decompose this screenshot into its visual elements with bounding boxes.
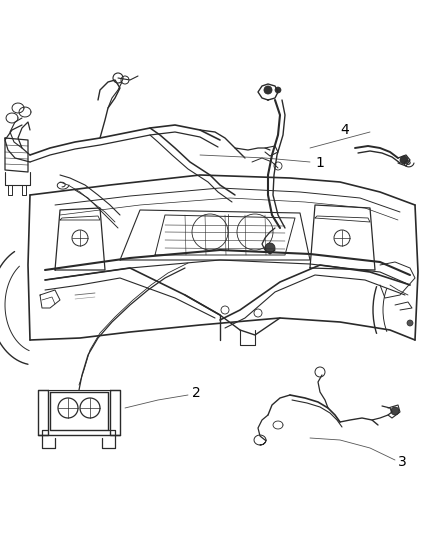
Text: 4: 4 [340,123,349,137]
Text: 1: 1 [315,156,324,170]
Circle shape [265,243,275,253]
Circle shape [264,86,272,94]
Text: 2: 2 [192,386,201,400]
Text: 3: 3 [398,455,407,469]
Circle shape [391,407,399,415]
Circle shape [400,156,408,164]
Circle shape [407,320,413,326]
Circle shape [275,87,281,93]
